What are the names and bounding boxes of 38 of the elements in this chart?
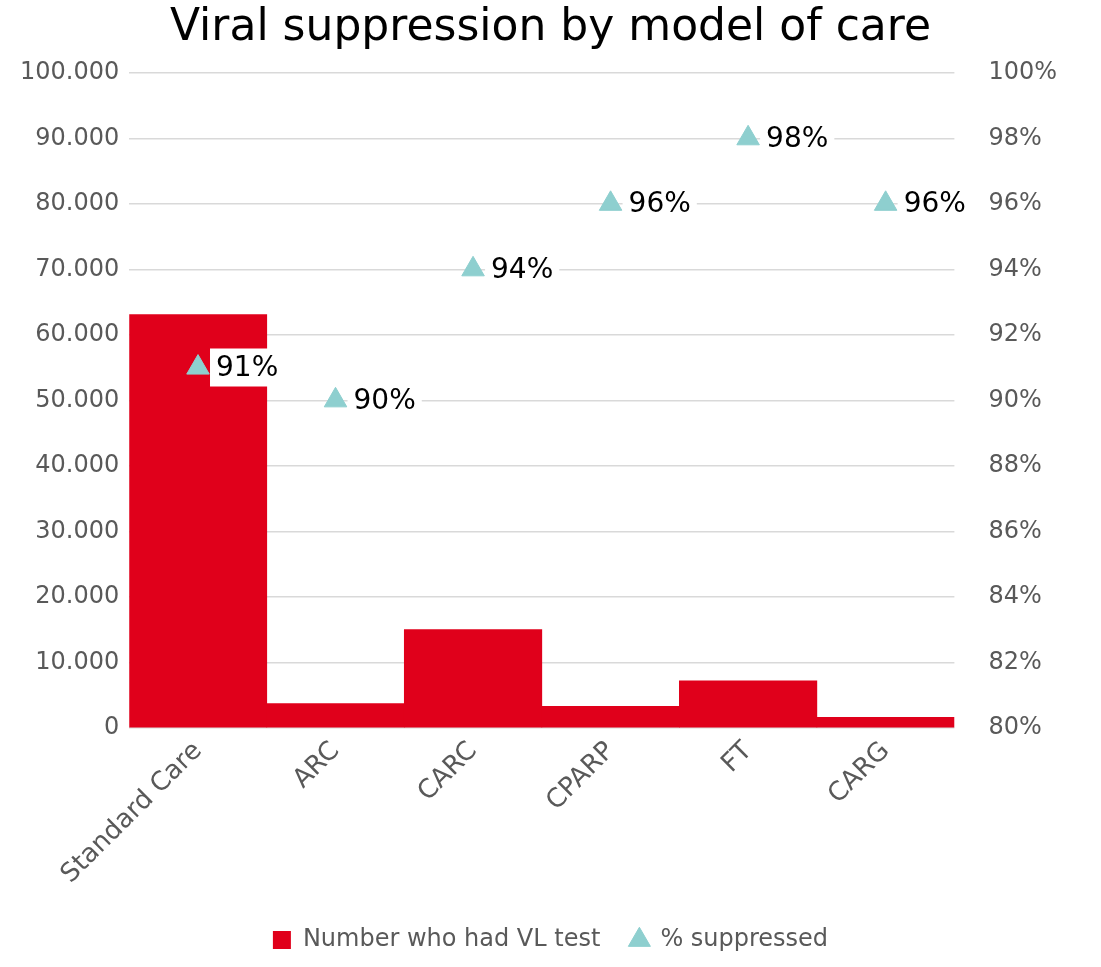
- point: [598, 190, 623, 211]
- y-tick-label: 40.000: [35, 450, 120, 479]
- point: [873, 190, 898, 211]
- y-tick-label: 80.000: [35, 188, 120, 217]
- y-tick-label: 20.000: [35, 581, 120, 610]
- data-label: 96%: [628, 186, 691, 220]
- y2-tick-label: 100%: [988, 57, 1058, 86]
- point: [323, 386, 348, 408]
- y2-tick-label: 84%: [988, 581, 1042, 610]
- data-label: 91%: [216, 349, 279, 383]
- data-label: 94%: [491, 251, 554, 285]
- y-tick-label: 60.000: [35, 319, 120, 348]
- y2-tick-label: 88%: [988, 450, 1042, 479]
- data-label: 90%: [353, 382, 416, 416]
- y2-tick-label: 94%: [988, 253, 1042, 282]
- y-tick-label: 50.000: [35, 384, 120, 413]
- point: [736, 124, 760, 146]
- legend-label: Number who had VL test: [302, 924, 601, 953]
- y2-tick-label: 82%: [988, 646, 1042, 675]
- data-label: 98%: [766, 120, 829, 154]
- y2-tick-label: 90%: [988, 384, 1042, 413]
- y2-tick-label: 98%: [988, 122, 1042, 151]
- y-tick-label: 70.000: [35, 253, 120, 282]
- data-label: 96%: [903, 186, 966, 220]
- y-tick-label: 0: [103, 712, 120, 741]
- point: [461, 255, 485, 277]
- chart-title: Viral suppression by model of care: [169, 0, 932, 50]
- y2-tick-label: 96%: [988, 188, 1042, 217]
- y-tick-label: 90.000: [35, 122, 120, 151]
- point: [186, 354, 210, 375]
- y2-tick-label: 92%: [988, 319, 1042, 348]
- y-tick-label: 10.000: [35, 646, 120, 675]
- y2-tick-label: 86%: [988, 515, 1042, 544]
- y2-tick-label: 80%: [988, 712, 1042, 741]
- y-tick-label: 100.000: [20, 57, 120, 86]
- legend-label: % suppressed: [660, 924, 829, 953]
- x-tick-label: FT: [714, 734, 758, 778]
- y-tick-label: 30.000: [35, 515, 120, 544]
